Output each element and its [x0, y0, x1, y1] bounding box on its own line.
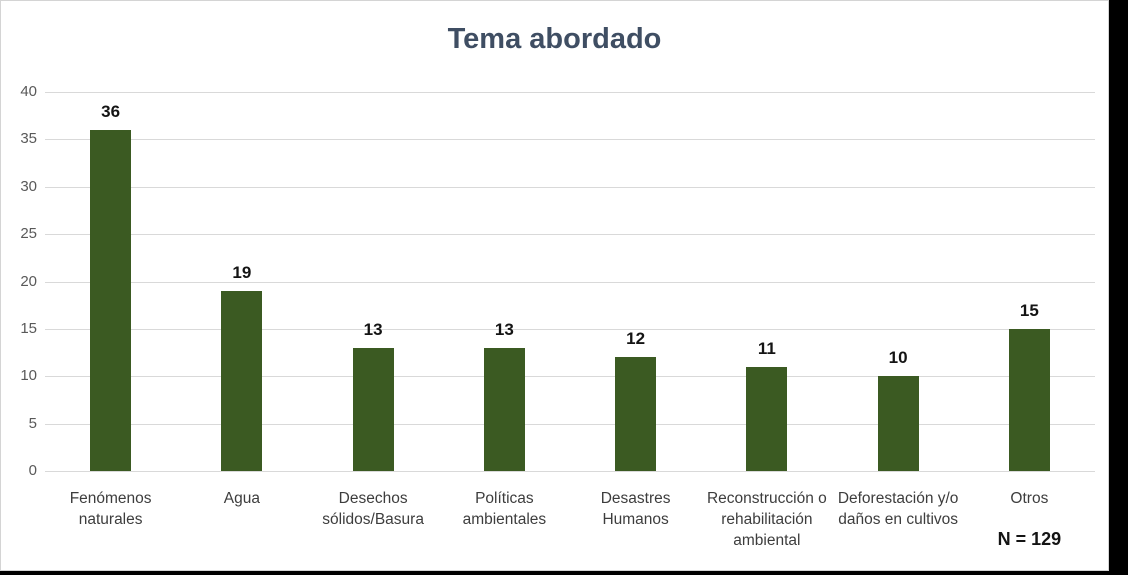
x-axis-category-label: Otros — [1010, 490, 1049, 507]
bar — [1008, 328, 1050, 471]
gridline — [45, 281, 1095, 283]
y-axis-tick-label: 5 — [28, 414, 37, 432]
bar — [90, 129, 132, 471]
y-axis-tick-label: 40 — [20, 83, 37, 100]
bar-value-label: 19 — [232, 262, 252, 282]
bar-value-label: 10 — [888, 348, 908, 368]
gridline — [45, 376, 1095, 378]
bar-value-label: 13 — [494, 319, 514, 339]
bar-value-label: 13 — [363, 319, 383, 339]
bar-value-label: 15 — [1019, 300, 1039, 320]
bar-value-label: 12 — [626, 329, 646, 349]
x-axis-category-label: Deforestación y/o daños en cultivos — [837, 490, 959, 528]
gridline — [45, 186, 1095, 188]
bar — [352, 347, 394, 471]
x-axis-category-label: Desechos sólidos/Basura — [322, 490, 424, 528]
y-axis-tick-label: 25 — [20, 225, 37, 243]
y-axis-tick-label: 35 — [20, 130, 37, 148]
y-axis-tick-label: 10 — [20, 367, 37, 385]
x-axis-category-label: Desastres Humanos — [600, 490, 671, 528]
y-axis-tick-label: 30 — [20, 177, 37, 195]
gridline — [45, 139, 1095, 141]
chart-panel: Tema abordado 40 35 30 25 20 15 10 5 0 36 Fenómeno… — [0, 0, 1109, 571]
bar — [746, 366, 788, 471]
gridline — [45, 234, 1095, 236]
sample-size-label: N = 129 — [997, 529, 1062, 549]
x-axis-category-label: Fenómenos naturales — [69, 490, 152, 528]
x-axis-category-label: Políticas ambientales — [462, 490, 547, 528]
bar-value-label: 11 — [757, 338, 776, 358]
y-axis-tick-label: 0 — [28, 462, 37, 479]
gridline — [45, 92, 1095, 93]
x-axis-category-label: Reconstrucción o rehabilitación ambienta… — [706, 490, 827, 549]
bar-value-label: 36 — [101, 101, 121, 121]
gridline — [45, 471, 1095, 472]
chart-title: Tema abordado — [447, 23, 662, 55]
y-axis-tick-label: 15 — [20, 319, 37, 337]
x-axis-category-label: Agua — [223, 490, 260, 507]
gridline — [45, 423, 1095, 425]
bar — [221, 290, 263, 471]
y-axis-tick-label: 20 — [20, 272, 37, 290]
bar — [877, 376, 919, 471]
bar — [483, 347, 525, 471]
gridline — [45, 328, 1095, 330]
bar — [615, 357, 657, 471]
